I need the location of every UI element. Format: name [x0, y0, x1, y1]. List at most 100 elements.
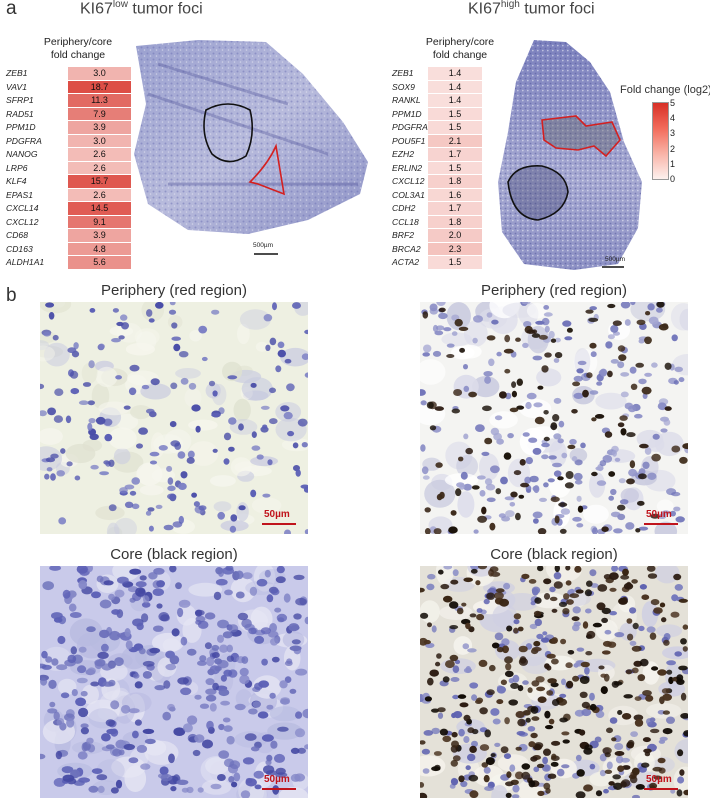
legend-tick-label: 4: [670, 113, 676, 124]
gene-name: ERLIN2: [392, 162, 423, 173]
fold-change-cell: 2.6: [68, 148, 131, 161]
gene-name: ACTA2: [392, 257, 420, 267]
legend-ticks: 5 4 3 2 1 0: [670, 98, 690, 184]
fold-change-cell: 1.7: [428, 202, 482, 215]
low-scale-label: 500µm: [252, 242, 273, 249]
micrograph-high-periphery: [420, 302, 688, 534]
gene-name: ALDH1A1: [6, 257, 45, 267]
gene-name: CXCL12: [6, 216, 39, 227]
gene-name: CD68: [6, 230, 28, 240]
gene-name: PDGFRA: [392, 122, 428, 132]
gene-name: COL3A1: [392, 189, 425, 200]
micrograph-low-core: [40, 566, 308, 798]
periphery-outline-red: [541, 115, 621, 158]
gene-name: VAV1: [6, 81, 28, 92]
fold-change-cell: 2.1: [428, 134, 482, 147]
fold-change-cell: 11.3: [68, 94, 131, 107]
gene-name: EPAS1: [6, 189, 34, 200]
fold-change-cell: 1.5: [428, 161, 482, 174]
scale-bar-bottom-left: [262, 788, 296, 790]
low-gene-list: ZEB1 VAV1 SFRP1 RAD51 PPM1D PDGFRA NANOG LRP6 KL…: [6, 67, 66, 270]
fold-change-cell: 1.7: [428, 148, 482, 161]
gene-name: NANOG: [6, 149, 38, 159]
fold-change-cell: 1.5: [428, 107, 482, 120]
gene-name: SFRP1: [6, 95, 34, 105]
fold-change-cell: 14.5: [68, 202, 131, 215]
fold-change-cell: 4.8: [68, 242, 131, 255]
fold-change-cell: 3.0: [68, 67, 131, 80]
gene-name: LRP6: [6, 162, 28, 173]
scale-bar-top-left: [262, 523, 296, 525]
legend-tick-label: 0: [670, 174, 676, 184]
legend-tick-label: 1: [670, 158, 676, 169]
low-fold-change-column: 3.0 18.7 11.3 7.9 3.9 3.0 2.6 2.6 15.7 2.6 14.5 9.1…: [68, 67, 131, 270]
panel-b-label: b: [6, 285, 17, 306]
scale-label-bottom-right: 50µm: [646, 774, 672, 785]
gene-name: CCL18: [392, 216, 419, 227]
legend-tick-label: 2: [670, 143, 676, 154]
micro-title-top-right: Periphery (red region): [481, 282, 627, 299]
scale-label-top-right: 50µm: [646, 509, 672, 520]
scale-label-bottom-left: 50µm: [264, 774, 290, 785]
gene-name: POU5F1: [392, 135, 426, 146]
periphery-outline-red: [248, 143, 286, 196]
fold-change-cell: 1.5: [428, 256, 482, 269]
high-table-header: Periphery/core fold change: [425, 36, 495, 61]
fold-change-cell: 5.6: [68, 256, 131, 269]
fold-change-cell: 2.0: [428, 229, 482, 242]
gene-name: CDH2: [392, 203, 416, 213]
fold-change-cell: 18.7: [68, 80, 131, 93]
core-outline-black: [203, 103, 254, 163]
micrograph-low-periphery: [40, 302, 308, 534]
scale-bar-bottom-right: [644, 788, 678, 790]
fold-change-cell: 1.8: [428, 175, 482, 188]
panel-a-label: a: [6, 0, 17, 19]
scale-label-top-left: 50µm: [264, 509, 290, 520]
micro-title-top-left: Periphery (red region): [101, 282, 247, 299]
gene-name: PPM1D: [392, 108, 422, 119]
gene-name: ZEB1: [392, 68, 414, 78]
ki67-high-tissue-section: [494, 32, 644, 277]
fold-change-cell: 1.8: [428, 215, 482, 228]
legend-title: Fold change (log2): [620, 84, 710, 96]
legend-tick-label: 3: [670, 128, 676, 139]
ki67-low-tissue-section: [128, 34, 378, 266]
gene-name: CD163: [6, 243, 33, 254]
gene-name: RANKL: [392, 95, 421, 105]
fold-change-cell: 3.9: [68, 229, 131, 242]
gene-name: SOX9: [392, 81, 415, 92]
scale-bar-top-right: [644, 523, 678, 525]
gene-name: PDGFRA: [6, 135, 42, 146]
micrograph-high-core: [420, 566, 688, 798]
fold-change-cell: 3.9: [68, 121, 131, 134]
gene-name: RAD51: [6, 108, 34, 119]
fold-change-cell: 1.4: [428, 80, 482, 93]
fold-change-cell: 2.6: [68, 161, 131, 174]
core-outline-black: [507, 165, 569, 221]
micro-title-bottom-right: Core (black region): [490, 546, 618, 563]
legend-color-bar: [652, 102, 669, 180]
ki67-low-title: KI67low tumor foci: [80, 0, 203, 18]
fold-change-cell: 2.6: [68, 188, 131, 201]
fold-change-cell: 7.9: [68, 107, 131, 120]
ki67-high-title: KI67high tumor foci: [468, 0, 595, 18]
gene-name: BRF2: [392, 230, 414, 240]
fold-change-cell: 1.4: [428, 94, 482, 107]
gene-name: KLF4: [6, 176, 27, 186]
fold-change-cell: 1.5: [428, 121, 482, 134]
gene-name: BRCA2: [392, 243, 421, 254]
fold-change-cell: 2.3: [428, 242, 482, 255]
fold-change-cell: 15.7: [68, 175, 131, 188]
fold-change-cell: 9.1: [68, 215, 131, 228]
high-scale-label: 500µm: [604, 256, 625, 263]
low-table-header: Periphery/core fold change: [43, 36, 113, 61]
gene-name: PPM1D: [6, 122, 36, 132]
gene-name: CXCL12: [392, 176, 425, 186]
fold-change-cell: 1.6: [428, 188, 482, 201]
gene-name: CXCL14: [6, 203, 39, 213]
high-fold-change-column: 1.4 1.4 1.4 1.5 1.5 2.1 1.7 1.5 1.8 1.6 1.7 1.8 2.0 2…: [428, 67, 482, 270]
high-gene-list: ZEB1 SOX9 RANKL PPM1D PDGFRA POU5F1 EZH2 ERLIN2…: [392, 67, 452, 270]
gene-name: ZEB1: [6, 68, 28, 78]
fold-change-cell: 1.4: [428, 67, 482, 80]
micro-title-bottom-left: Core (black region): [110, 546, 238, 563]
